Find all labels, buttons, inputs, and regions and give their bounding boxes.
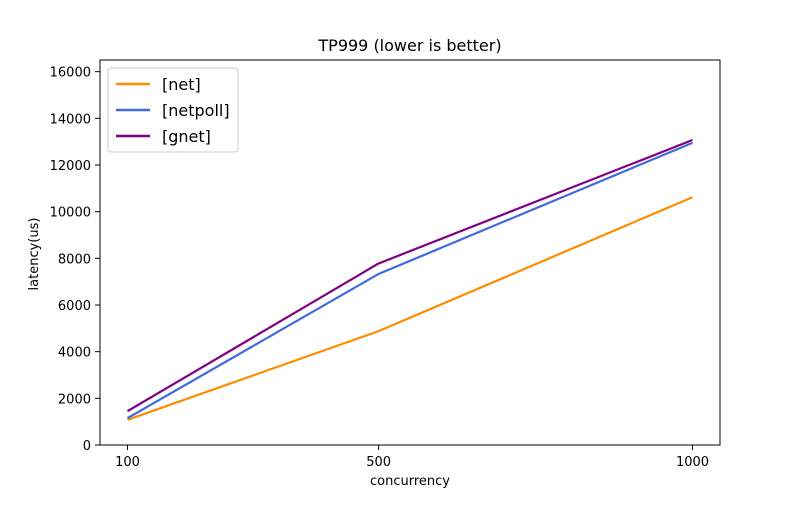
y-tick-label: 14000 xyxy=(50,112,91,127)
legend-box xyxy=(107,67,239,153)
legend-label: [netpoll] xyxy=(162,101,230,120)
chart-title: TP999 (lower is better) xyxy=(317,36,501,55)
series-line-netpoll xyxy=(126,141,693,420)
y-tick-label: 0 xyxy=(83,439,91,454)
legend-label: [net] xyxy=(162,75,201,94)
x-tick-label: 500 xyxy=(366,455,391,470)
y-tick-label: 4000 xyxy=(58,346,91,361)
x-tick-label: 100 xyxy=(115,455,140,470)
legend: [net] [netpoll] [gnet] xyxy=(107,67,239,153)
y-axis-label: latency(us) xyxy=(27,218,42,291)
y-tick-label: 12000 xyxy=(50,159,91,174)
x-axis-label: concurrency xyxy=(370,474,450,489)
y-tick-label: 10000 xyxy=(50,206,91,221)
series-line-net xyxy=(127,196,693,421)
series-line-gnet xyxy=(126,139,693,413)
y-tick-label: 6000 xyxy=(58,299,91,314)
axes-frame xyxy=(99,59,721,446)
y-tick-label: 2000 xyxy=(58,392,91,407)
y-tick-label: 8000 xyxy=(58,252,91,267)
y-tick-label: 16000 xyxy=(50,66,91,81)
x-tick-label: 1000 xyxy=(676,455,709,470)
legend-label: [gnet] xyxy=(162,127,211,146)
plot-area: 100 500 1000020004000600080001000012000140… xyxy=(50,59,721,470)
